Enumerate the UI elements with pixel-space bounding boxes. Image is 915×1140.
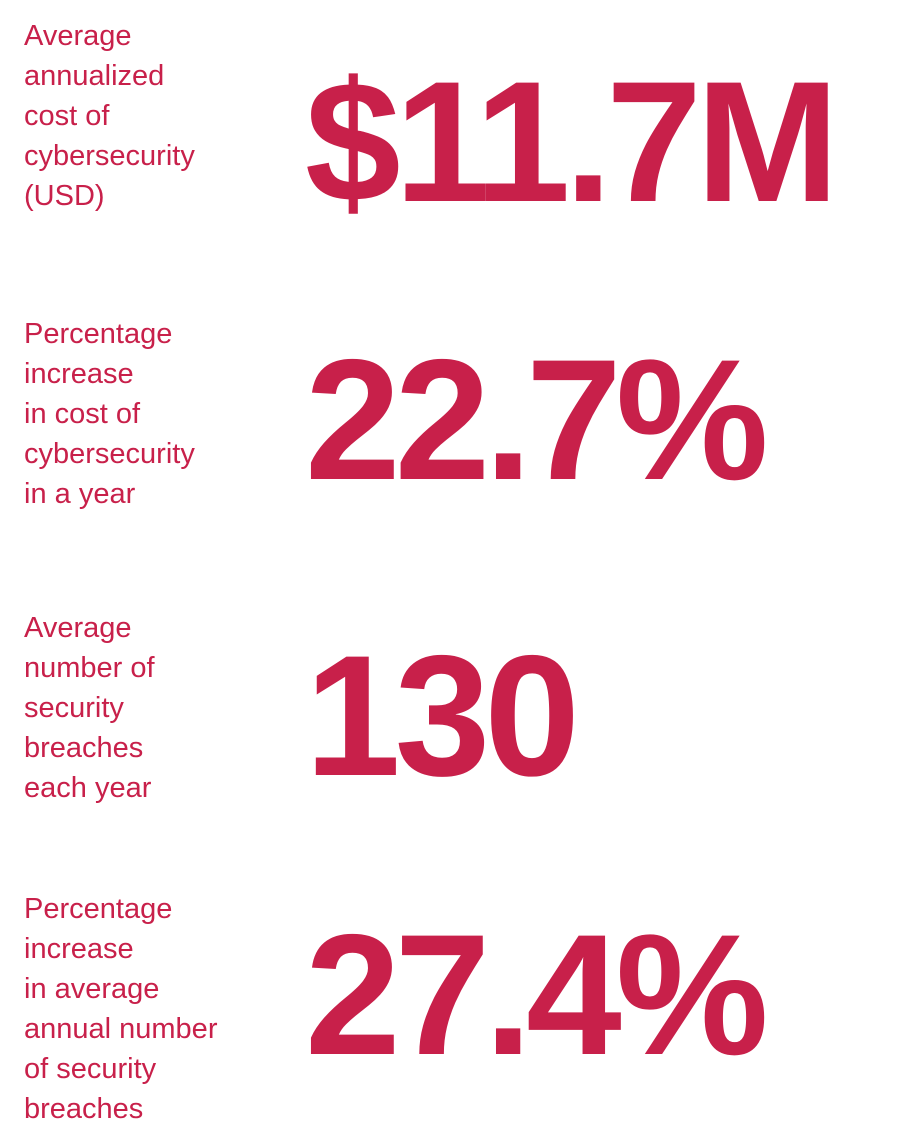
stat-label: Average number of security breaches each… <box>24 612 155 804</box>
stat-label: Percentage increase in average annual nu… <box>24 893 218 1125</box>
stat-label: Average annualized cost of cybersecurity… <box>24 20 195 212</box>
stat-value: 130 <box>305 620 580 812</box>
stat-label: Percentage increase in cost of cybersecu… <box>24 318 195 510</box>
stat-value: $11.7M <box>305 46 839 238</box>
stat-value: 27.4% <box>305 899 769 1091</box>
stat-value: 22.7% <box>305 324 769 516</box>
